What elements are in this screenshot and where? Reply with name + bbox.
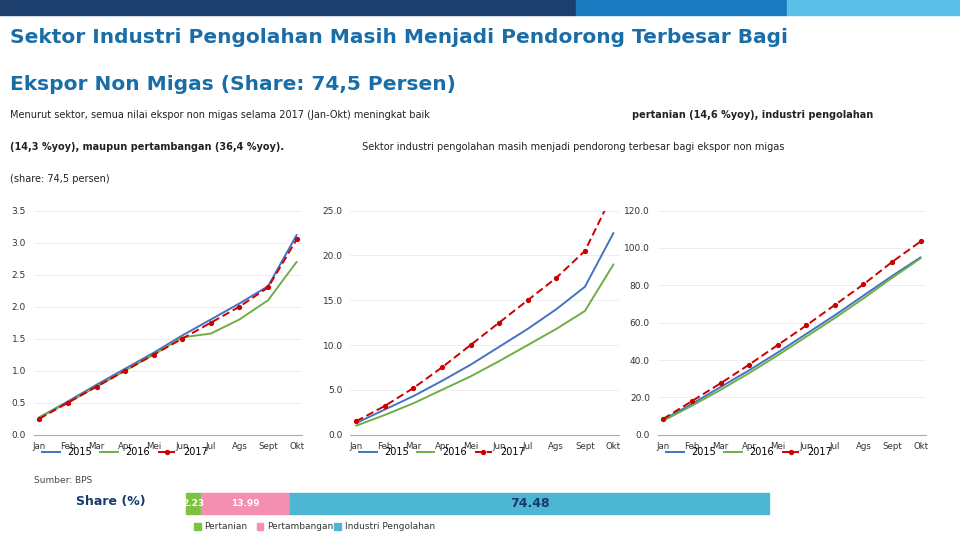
Legend: 2015, 2016, 2017: 2015, 2016, 2017 bbox=[662, 443, 836, 461]
Bar bbox=[186, 494, 201, 514]
Text: Menurut sektor, semua nilai ekspor non migas selama 2017 (Jan-Okt) meningkat bai: Menurut sektor, semua nilai ekspor non m… bbox=[10, 110, 433, 120]
Text: (14,3 %yoy), maupun pertambangan (36,4 %yoy).: (14,3 %yoy), maupun pertambangan (36,4 %… bbox=[10, 142, 284, 152]
Text: Industri Pengolahan: Industri Pengolahan bbox=[345, 522, 435, 531]
Text: Sumber: BPS: Sumber: BPS bbox=[34, 476, 92, 485]
Text: Pertanian: Pertanian bbox=[204, 522, 248, 531]
Text: Ekspor Pertambangan-YTD  (Miliar USD): Ekspor Pertambangan-YTD (Miliar USD) bbox=[363, 192, 607, 202]
Text: Ekspor Pertanian-YTD  (Miliar USD): Ekspor Pertanian-YTD (Miliar USD) bbox=[61, 192, 275, 202]
Text: 6: 6 bbox=[926, 503, 938, 518]
Text: Ekspor Non Migas (Share: 74,5 Persen): Ekspor Non Migas (Share: 74,5 Persen) bbox=[10, 75, 455, 94]
Text: 2.23: 2.23 bbox=[182, 499, 204, 508]
Text: pertanian (14,6 %yoy), industri pengolahan: pertanian (14,6 %yoy), industri pengolah… bbox=[632, 110, 873, 120]
Text: Share (%): Share (%) bbox=[77, 495, 146, 508]
Text: Sektor Industri Pengolahan Masih Menjadi Pendorong Terbesar Bagi: Sektor Industri Pengolahan Masih Menjadi… bbox=[10, 28, 787, 47]
Text: Ekspor Industri Pengolahan-YTD  (Miliar USD): Ekspor Industri Pengolahan-YTD (Miliar U… bbox=[653, 192, 931, 202]
Bar bbox=[576, 0, 787, 15]
Bar bbox=[194, 523, 201, 530]
Legend: 2015, 2016, 2017: 2015, 2016, 2017 bbox=[38, 443, 212, 461]
Text: (share: 74,5 persen): (share: 74,5 persen) bbox=[10, 174, 109, 184]
Bar bbox=[256, 523, 263, 530]
Bar bbox=[334, 523, 341, 530]
Text: Pertambangan: Pertambangan bbox=[267, 522, 333, 531]
Text: 74.48: 74.48 bbox=[510, 497, 549, 510]
Bar bbox=[787, 0, 960, 15]
Bar bbox=[201, 494, 291, 514]
Legend: 2015, 2016, 2017: 2015, 2016, 2017 bbox=[355, 443, 529, 461]
Bar bbox=[291, 494, 769, 514]
Bar bbox=[0, 0, 576, 15]
Text: Sektor industri pengolahan masih menjadi pendorong terbesar bagi ekspor non miga: Sektor industri pengolahan masih menjadi… bbox=[359, 142, 784, 152]
Text: 13.99: 13.99 bbox=[231, 499, 260, 508]
